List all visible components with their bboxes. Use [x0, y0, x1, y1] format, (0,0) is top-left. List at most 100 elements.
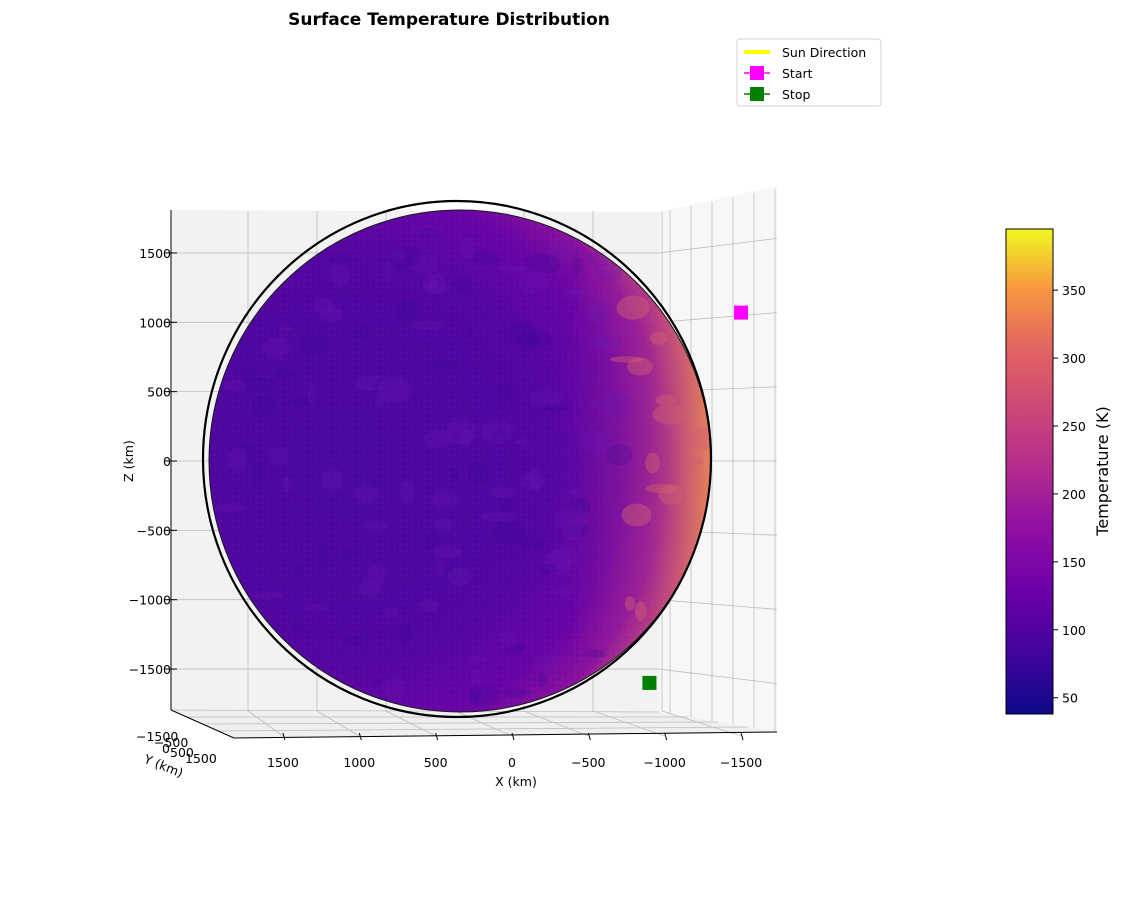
y-tick-label: −1500: [136, 729, 178, 744]
temperature-sphere: [201, 199, 713, 719]
grid-line-y-floor: [170, 709, 660, 713]
texture-spot: [572, 254, 582, 276]
z-tick-label: −1000: [129, 593, 171, 608]
z-tick-label: 1500: [139, 246, 171, 261]
texture-spot: [388, 246, 423, 269]
texture-spot: [589, 398, 618, 410]
texture-spot: [237, 441, 257, 463]
grid-line-x-floor: [592, 710, 665, 737]
colorbar-tick-label: 300: [1062, 351, 1086, 366]
colorbar-tick-label: 250: [1062, 419, 1086, 434]
legend-label-sun: Sun Direction: [782, 45, 866, 60]
texture-spot: [291, 618, 303, 634]
grid-line-x-floor: [454, 710, 513, 737]
axis-edges: [170, 210, 778, 739]
texture-spot: [589, 332, 608, 351]
texture-spot: [480, 420, 514, 444]
texture-spot: [601, 391, 633, 418]
texture-spot: [543, 550, 572, 576]
x-tick-label: −1500: [720, 755, 762, 770]
texture-spot: [542, 402, 569, 412]
texture-spot: [584, 649, 607, 659]
texture-spot: [241, 362, 257, 383]
texture-spot: [449, 468, 458, 483]
colorbar-tick-label: 50: [1062, 691, 1078, 706]
texture-spot: [508, 321, 536, 345]
texture-spot: [649, 332, 668, 345]
texture-spot: [377, 376, 412, 403]
texture-spot: [214, 503, 245, 513]
texture-spot: [480, 512, 517, 523]
texture-spot: [500, 498, 511, 512]
texture-spot: [382, 678, 406, 700]
texture-spot: [616, 295, 650, 320]
y-tick-label: 1500: [185, 751, 217, 766]
texture-spot: [517, 269, 550, 294]
texture-spot: [253, 592, 285, 599]
grid-line-x-floor: [523, 710, 589, 737]
texture-spot: [470, 683, 481, 704]
texture-spot: [410, 225, 443, 235]
texture-spot: [269, 447, 290, 466]
texture-spot: [282, 476, 292, 493]
texture-spot: [301, 603, 329, 612]
texture-spot: [352, 485, 379, 503]
x-tick-mark: [587, 732, 591, 741]
texture-spot: [562, 289, 587, 300]
colorbar-tick-label: 100: [1062, 623, 1086, 638]
texture-spot: [599, 431, 610, 445]
x-ticks: 1500 1000 500 0 −500 −1000 −1500: [267, 732, 762, 770]
texture-spot: [411, 254, 438, 275]
texture-spot: [592, 261, 623, 281]
x-tick-label: 1000: [343, 755, 375, 770]
grid-line-y-floor: [202, 721, 719, 725]
texture-spot: [470, 249, 499, 266]
texture-spot: [564, 522, 590, 538]
texture-spot: [567, 488, 581, 496]
z-tick-label: −1500: [129, 662, 171, 677]
texture-spot: [579, 428, 609, 454]
texture-spot: [621, 503, 652, 527]
texture-spot: [520, 537, 548, 549]
grid-line-x-floor: [661, 710, 742, 737]
texture-spot: [312, 298, 336, 314]
surface-texture: [214, 225, 711, 707]
colorbar-tick-label: 200: [1062, 487, 1086, 502]
z-ticks: 1500 1000 500 0 −500 −1000 −1500: [129, 246, 177, 677]
texture-spot: [422, 280, 450, 295]
y-ticks: −1500 −500 0 500 1500: [136, 729, 217, 766]
right-pane: [659, 186, 777, 732]
chart-title: Surface Temperature Distribution: [288, 10, 610, 30]
texture-spot: [223, 379, 248, 392]
texture-spot: [282, 398, 319, 407]
texture-spot: [351, 325, 375, 340]
texture-spot: [527, 334, 540, 347]
texture-spot: [634, 601, 647, 621]
colorbar: 50 100 150 200 250 300 350 Temperature (K): [1005, 228, 1112, 715]
legend-label-stop: Stop: [782, 87, 810, 102]
colorbar-label: Temperature (K): [1093, 406, 1112, 536]
texture-spot: [624, 596, 635, 611]
texture-spot: [441, 567, 456, 585]
path-markers: [642, 305, 749, 690]
texture-spot: [262, 336, 291, 358]
texture-spot: [536, 563, 559, 575]
texture-spot: [422, 429, 454, 448]
texture-spot: [426, 359, 460, 370]
texture-spot: [419, 599, 439, 612]
x-tick-mark: [740, 732, 744, 741]
texture-spot: [516, 331, 553, 349]
texture-spot: [328, 254, 351, 264]
texture-spot: [358, 580, 381, 597]
texture-spot: [410, 320, 444, 331]
x-tick-mark: [358, 732, 362, 741]
texture-spot: [460, 428, 472, 447]
texture-spot: [227, 448, 248, 472]
texture-spot: [300, 333, 330, 356]
texture-spot: [422, 274, 438, 291]
texture-spot: [470, 667, 482, 692]
texture-spot: [467, 655, 488, 663]
x-tick-label: 1500: [267, 755, 299, 770]
texture-spot: [445, 419, 477, 444]
